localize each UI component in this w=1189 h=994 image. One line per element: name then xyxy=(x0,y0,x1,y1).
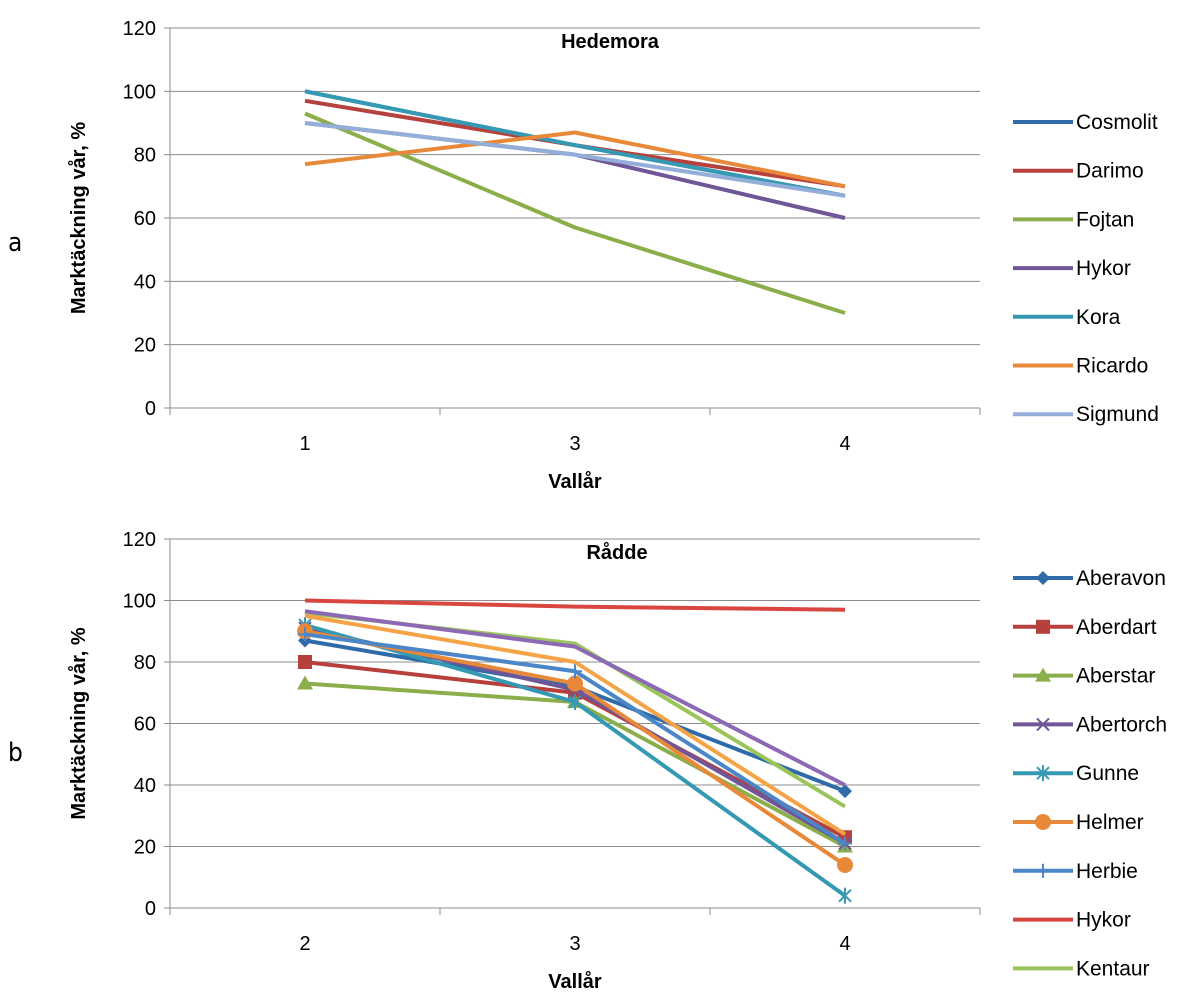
hedemora-line-chart: 0 20 40 60 80 100 120 1 3 4 Vallår Marktäckning vår… xyxy=(67,18,1159,493)
y-tick-label: 120 xyxy=(123,529,156,551)
series-line-hykor xyxy=(304,598,846,612)
x-axis-title: Vallår xyxy=(548,470,602,493)
y-tick-label: 80 xyxy=(134,652,156,674)
series-hykor xyxy=(304,598,846,612)
panel-label-a: a xyxy=(8,228,23,258)
y-tick-label: 100 xyxy=(123,81,156,103)
data-point-aberavon xyxy=(838,784,852,799)
data-point-aberdart xyxy=(298,655,312,669)
data-point-helmer xyxy=(837,856,853,873)
legend-label-helmer: Helmer xyxy=(1076,811,1144,834)
legend-marker-abertorch xyxy=(1036,717,1050,732)
series-ricardo xyxy=(304,130,846,189)
legend-marker-helmer xyxy=(1035,814,1051,830)
y-tick-label: 40 xyxy=(134,775,156,797)
legend-label-aberstar: Aberstar xyxy=(1076,665,1155,688)
legend-label-sigmund: Sigmund xyxy=(1076,403,1159,426)
y-axis-title: Marktäckning vår, % xyxy=(67,122,90,315)
chart-panel-b: b 0 20 40 60 80 100 120 2 3 4 Vallår Marktäckning v… xyxy=(0,510,1189,994)
legend-label-hykor: Hykor xyxy=(1076,257,1131,280)
y-tick-label: 80 xyxy=(134,145,156,167)
y-tick-label: 100 xyxy=(123,591,156,613)
legend-label-aberavon: Aberavon xyxy=(1076,567,1166,590)
chart-panel-a: a 0 20 40 60 80 100 120 1 3 4 Vallår Marktäckning v… xyxy=(8,18,1159,493)
data-point-herbie xyxy=(838,836,852,851)
data-point-aberstar xyxy=(297,675,313,690)
series-sigmund xyxy=(304,121,846,198)
legend-label-gunne: Gunne xyxy=(1076,762,1139,785)
legend-marker-aberavon xyxy=(1036,571,1050,585)
y-tick-label: 20 xyxy=(134,837,156,859)
series-line-unnamed-10 xyxy=(304,613,847,836)
legend-marker-herbie xyxy=(1036,863,1050,878)
y-axis-title: Marktäckning vår, % xyxy=(67,627,90,820)
series-helmer xyxy=(297,623,853,873)
y-gridlines xyxy=(164,27,980,409)
legend: Aberavon Aberdart Aberstar Abertorch Gunne He… xyxy=(1013,567,1167,980)
series-kora xyxy=(304,89,846,198)
data-point-herbie xyxy=(298,627,312,642)
data-point-gunne xyxy=(838,887,852,904)
y-tick-label: 0 xyxy=(145,898,156,920)
series-line-ricardo xyxy=(304,130,846,189)
x-tick-label: 2 xyxy=(299,933,310,955)
panel-label-b: b xyxy=(8,738,23,768)
series-line-kora xyxy=(304,89,846,198)
x-tick-label: 3 xyxy=(569,933,580,955)
legend-label-aberdart: Aberdart xyxy=(1076,616,1157,639)
data-point-gunne xyxy=(568,693,582,710)
series-herbie xyxy=(298,627,852,851)
data-point-herbie xyxy=(568,664,582,679)
series-fojtan xyxy=(304,111,846,315)
series-aberavon xyxy=(298,633,852,799)
legend-label-hykor: Hykor xyxy=(1076,909,1131,932)
legend: Cosmolit Darimo Fojtan Hykor Kora Ricardo Sigm… xyxy=(1013,111,1159,426)
x-axis-title: Vallår xyxy=(548,970,602,993)
y-tick-label: 60 xyxy=(134,714,156,736)
legend-label-fojtan: Fojtan xyxy=(1076,208,1134,231)
chart-title: Rådde xyxy=(586,541,647,564)
x-tick-label: 4 xyxy=(839,933,850,955)
legend-label-cosmolit: Cosmolit xyxy=(1076,111,1158,134)
x-tick-label: 1 xyxy=(299,433,310,455)
series-unnamed-10 xyxy=(304,613,847,836)
series-line-fojtan xyxy=(304,111,846,315)
series-line-sigmund xyxy=(304,121,846,198)
legend-marker-aberstar xyxy=(1035,667,1051,682)
y-tick-label: 40 xyxy=(134,271,156,293)
x-tick-label: 3 xyxy=(569,433,580,455)
chart-title: Hedemora xyxy=(561,31,660,53)
legend-label-ricardo: Ricardo xyxy=(1076,355,1148,378)
x-tick-label: 4 xyxy=(839,433,850,455)
legend-label-kora: Kora xyxy=(1076,306,1121,329)
y-tick-label: 120 xyxy=(123,18,156,40)
legend-label-kentaur: Kentaur xyxy=(1076,957,1150,980)
radde-line-chart: 0 20 40 60 80 100 120 2 3 4 Vallår Marktäckning vår… xyxy=(67,529,1167,993)
data-point-helmer xyxy=(567,675,583,692)
series-unnamed-9 xyxy=(304,609,846,787)
y-tick-label: 0 xyxy=(145,398,156,420)
y-gridlines xyxy=(164,538,980,909)
legend-marker-aberdart xyxy=(1036,619,1050,634)
legend-label-herbie: Herbie xyxy=(1076,860,1138,883)
y-tick-label: 60 xyxy=(134,208,156,230)
legend-label-abertorch: Abertorch xyxy=(1076,713,1167,736)
legend-label-darimo: Darimo xyxy=(1076,160,1144,183)
y-tick-label: 20 xyxy=(134,335,156,357)
series-line-unnamed-9 xyxy=(304,609,846,787)
legend-marker-gunne xyxy=(1036,765,1050,782)
